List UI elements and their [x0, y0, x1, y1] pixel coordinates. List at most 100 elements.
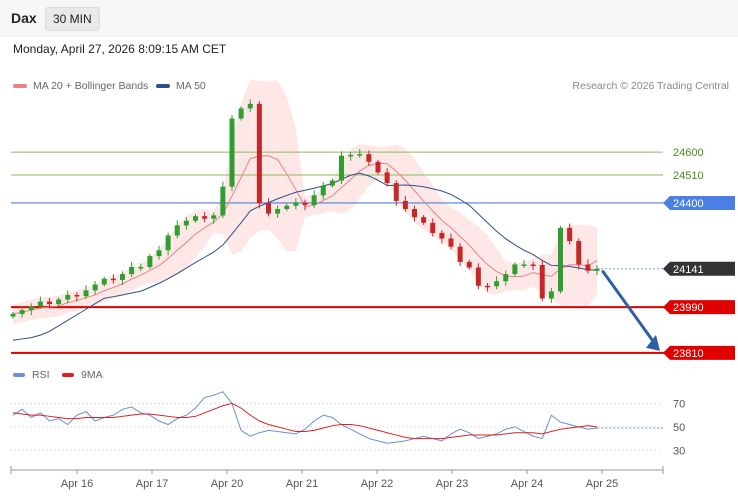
- candle-body: [83, 290, 89, 297]
- candle-body: [229, 118, 235, 187]
- candle: [457, 243, 463, 267]
- candle-body: [339, 155, 344, 181]
- candle-body: [348, 154, 354, 157]
- candle: [174, 220, 180, 239]
- candle: [120, 271, 125, 286]
- candle-body: [183, 220, 189, 226]
- ma20-swatch: [13, 84, 27, 88]
- forecast-arrow-shaft: [601, 270, 657, 346]
- candle: [284, 203, 290, 212]
- symbol-title: Dax: [11, 10, 37, 26]
- candle: [448, 233, 454, 250]
- level-label-24600: 24600: [673, 147, 704, 159]
- candle-body: [439, 232, 445, 239]
- candle-body: [384, 172, 390, 184]
- candle: [384, 168, 390, 187]
- candle: [375, 159, 381, 175]
- legend-rsi: RSI: [13, 369, 50, 381]
- candle: [238, 106, 244, 121]
- x-tick-label: Apr 24: [511, 478, 543, 490]
- candle-body: [421, 217, 427, 223]
- legend-ma50-label: MA 50: [176, 80, 206, 92]
- level-tag-24141: [663, 261, 735, 276]
- candle-body: [466, 261, 472, 268]
- candle: [530, 261, 536, 271]
- candle-body: [147, 256, 153, 268]
- candle: [320, 182, 326, 200]
- candle-body: [110, 278, 116, 281]
- candle-body: [165, 235, 171, 251]
- candle: [402, 195, 408, 212]
- candle-body: [211, 215, 217, 219]
- candle: [576, 238, 582, 270]
- candle: [37, 296, 43, 309]
- candle: [275, 205, 281, 218]
- level-tag-24400: [663, 195, 735, 210]
- candle-body: [521, 264, 527, 266]
- candle: [439, 230, 445, 244]
- candle: [256, 101, 262, 209]
- candle: [74, 292, 80, 302]
- candle: [138, 263, 144, 272]
- level-label-24141: 24141: [673, 264, 704, 276]
- candle: [494, 276, 500, 290]
- candle: [466, 259, 472, 270]
- x-tick-label: Apr 23: [436, 478, 468, 490]
- candle: [47, 298, 52, 309]
- rsi-9ma-line: [12, 402, 598, 440]
- candle: [92, 280, 98, 295]
- candle-body: [28, 306, 34, 311]
- legend-ma50: MA 50: [156, 80, 206, 92]
- candle-body: [10, 314, 16, 317]
- candle: [485, 283, 490, 292]
- candle: [165, 232, 171, 256]
- candle: [211, 212, 217, 224]
- candle: [339, 151, 344, 185]
- ma50-line: [12, 172, 598, 341]
- x-tick-label: Apr 21: [286, 478, 318, 490]
- candle: [430, 218, 436, 237]
- candle-body: [302, 202, 308, 205]
- candle: [585, 259, 591, 274]
- timeframe-button[interactable]: 30 MIN: [45, 7, 100, 31]
- candle: [594, 265, 600, 276]
- candle: [357, 149, 363, 158]
- candle-body: [448, 238, 454, 247]
- candle-body: [530, 264, 536, 266]
- candle: [412, 205, 417, 222]
- candle: [19, 305, 25, 318]
- candle-body: [174, 225, 180, 236]
- candle-body: [430, 222, 436, 233]
- candle: [247, 99, 253, 112]
- legend-ma20-label: MA 20 + Bollinger Bands: [33, 80, 149, 92]
- candle-body: [366, 154, 372, 162]
- candle-body: [494, 281, 500, 287]
- candle: [503, 270, 509, 286]
- candle: [56, 297, 62, 307]
- candle-body: [402, 200, 408, 210]
- candle: [183, 217, 189, 230]
- candle: [83, 285, 89, 300]
- candle: [65, 290, 71, 304]
- candle-body: [266, 203, 271, 214]
- legend-rsi-label: RSI: [32, 369, 50, 381]
- candle-body: [256, 103, 262, 204]
- candle-body: [138, 267, 144, 269]
- candle-body: [156, 250, 162, 257]
- candle-body: [293, 202, 299, 206]
- candle: [193, 214, 198, 223]
- candle-body: [120, 274, 125, 280]
- x-tick-label: Apr 16: [61, 478, 93, 490]
- candle: [293, 198, 299, 210]
- rsi-tick-30: 30: [673, 445, 685, 457]
- level-tag-23990: [663, 300, 735, 315]
- x-tick-label: Apr 17: [136, 478, 168, 490]
- candle: [548, 287, 554, 303]
- candle-body: [193, 216, 198, 221]
- ma50-swatch: [156, 84, 170, 88]
- candle-body: [92, 284, 98, 291]
- level-tag-23810: [663, 345, 735, 360]
- level-label-24400: 24400: [673, 198, 704, 210]
- candle: [129, 261, 135, 277]
- candle-body: [129, 267, 135, 275]
